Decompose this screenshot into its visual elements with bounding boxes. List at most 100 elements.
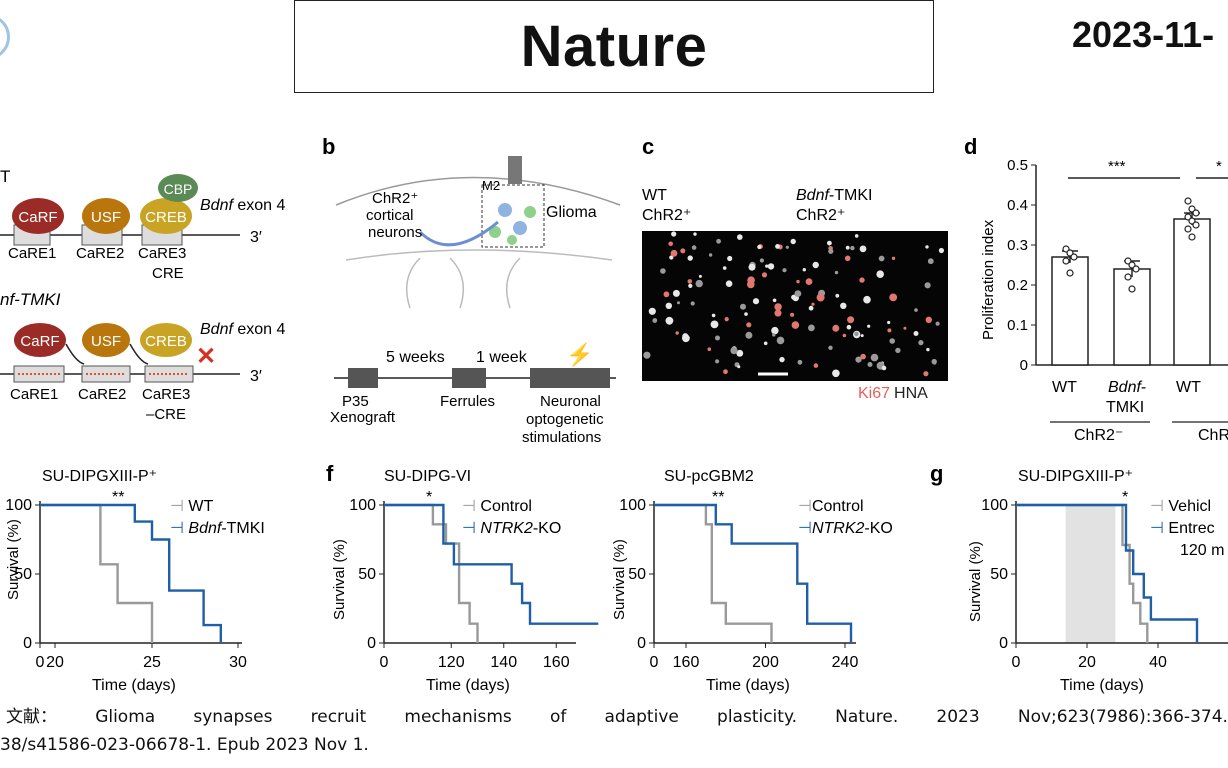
micrograph-cell (707, 347, 712, 352)
panel-a-tmki-label: nf-TMKI (0, 290, 61, 309)
micrograph-cell (665, 316, 674, 325)
km-y-tick-label: 0 (999, 635, 1008, 652)
micrograph-cell (918, 340, 924, 346)
micrograph-cell (715, 359, 720, 364)
bar-point (1062, 257, 1070, 265)
micrograph-cell (695, 279, 703, 288)
reference-word-8: Nature. (835, 707, 899, 727)
micrograph-cell (682, 333, 689, 340)
micrograph-cell (867, 324, 871, 328)
bar-point (1184, 197, 1192, 205)
micrograph-cell (926, 347, 930, 352)
panel-b-neuron-1 (498, 203, 512, 217)
panel-d-tick-bdnf-gene: Bdnf (1108, 379, 1142, 396)
micrograph-cell (802, 268, 806, 272)
km-curve (654, 503, 853, 643)
micrograph-cell (791, 321, 800, 329)
micrograph-cell (832, 324, 840, 332)
micrograph-cell (927, 258, 934, 265)
journal-title: Nature (520, 14, 708, 79)
panel-b-step-2: Ferrules (440, 393, 495, 410)
micrograph-cell (863, 295, 871, 304)
panel-a-care1-label-tmki: CaRE1 (10, 386, 58, 403)
micrograph-cell (794, 290, 802, 297)
reference-word-0: 文献： (6, 707, 57, 727)
micrograph-cell (832, 369, 840, 378)
panel-g-km-plot: 0 50 100 0 20 40 (981, 497, 1228, 671)
micrograph-cell (757, 244, 762, 250)
micrograph-cell (724, 317, 729, 322)
panel-a-cbp-text: CBP (164, 181, 193, 197)
reference-word-7: plasticity. (717, 707, 797, 727)
km-x-tick-label: 160 (673, 654, 700, 671)
micrograph-cell (859, 277, 865, 283)
micrograph-cell (895, 347, 901, 354)
km-y-tick-label: 50 (358, 566, 376, 583)
panel-f-left-title: SU-DIPG-VI (384, 468, 471, 485)
publication-date: 2023-11- (1072, 14, 1215, 55)
panel-d-tick-tmki: TMKI (1106, 399, 1144, 416)
micrograph-cell (779, 356, 785, 363)
km-x-tick-label: 140 (490, 654, 517, 671)
panel-a-cre-label: CRE (152, 265, 184, 282)
panel-b-letter: b (322, 134, 335, 159)
panel-b-interval-1: 5 weeks (386, 349, 445, 366)
panel-d-sig-1: *** (1108, 158, 1126, 175)
micrograph-cell (774, 309, 782, 317)
bar (1173, 218, 1211, 366)
km-curve (1016, 503, 1199, 643)
micrograph-cell (923, 371, 929, 377)
micrograph-cell (774, 303, 782, 311)
panel-f-left-km-plot: 0 50 100 0 120 140 160 (349, 497, 599, 671)
panel-b-light-icon: ⚡ (566, 342, 593, 368)
km-y-tick-label: 0 (637, 635, 646, 652)
micrograph-cell (688, 283, 693, 288)
km-curve (384, 503, 479, 643)
panel-g-ylabel: Survival (%) (967, 541, 984, 622)
micrograph-cell (891, 256, 896, 260)
micrograph-cell (932, 360, 937, 365)
panel-a-wt-label: T (0, 167, 10, 186)
panel-f-left-legend-suffix: -KO (533, 520, 561, 537)
panel-a-exon-number-tmki: exon 4 (233, 321, 286, 338)
panel-a-usf-factor (82, 198, 130, 234)
panel-f-letter: f (326, 461, 334, 486)
micrograph-cell (643, 351, 651, 359)
micrograph-cell (652, 318, 658, 323)
panel-a-creb-factor-tmki (140, 323, 192, 357)
micrograph-cell (847, 316, 855, 324)
panel-b-step-stimulation (530, 368, 610, 388)
bar-point (1066, 269, 1074, 277)
panel-b-step-3a: Neuronal (540, 393, 601, 410)
panel-c-right-gene: Bdnf (796, 187, 830, 204)
panel-b-brain-inner (345, 249, 613, 261)
km-y-tick-label: 50 (14, 566, 32, 583)
micrograph-cell (691, 245, 697, 250)
panel-d-tick-wt-2: WT (1176, 379, 1201, 396)
micrograph-cell (736, 349, 744, 357)
micrograph-cell (730, 347, 738, 355)
bar-y-tick-label: 0.3 (1007, 237, 1028, 254)
micrograph-cell (855, 356, 862, 363)
panel-d-bar-chart: 0 0.1 0.2 0.3 0.4 0.5 (1007, 157, 1228, 374)
micrograph-cell (744, 312, 748, 316)
panel-b-axon (418, 220, 499, 247)
micrograph-cell (763, 341, 768, 346)
panel-f-left-legend-control-text: Control (480, 498, 532, 515)
panel-f-right-significance: ** (712, 489, 724, 506)
panel-f-right-legend-ko-mark: ⊣ (798, 520, 812, 537)
km-y-tick-label: 100 (5, 497, 32, 514)
micrograph-cell (752, 298, 760, 305)
micrograph-cell (867, 362, 873, 367)
micrograph-cell (761, 272, 768, 278)
micrograph-cell (876, 270, 884, 279)
panel-d-group-1: ChR2⁻ (1074, 427, 1123, 444)
reference-word-4: mechanisms (404, 707, 512, 727)
micrograph-cell (746, 322, 752, 328)
micrograph-cell (670, 249, 678, 257)
km-y-tick-label: 100 (619, 497, 646, 514)
micrograph-cell (727, 255, 733, 262)
bar-point (1132, 265, 1140, 273)
panel-a-cbp-factor (158, 174, 198, 202)
